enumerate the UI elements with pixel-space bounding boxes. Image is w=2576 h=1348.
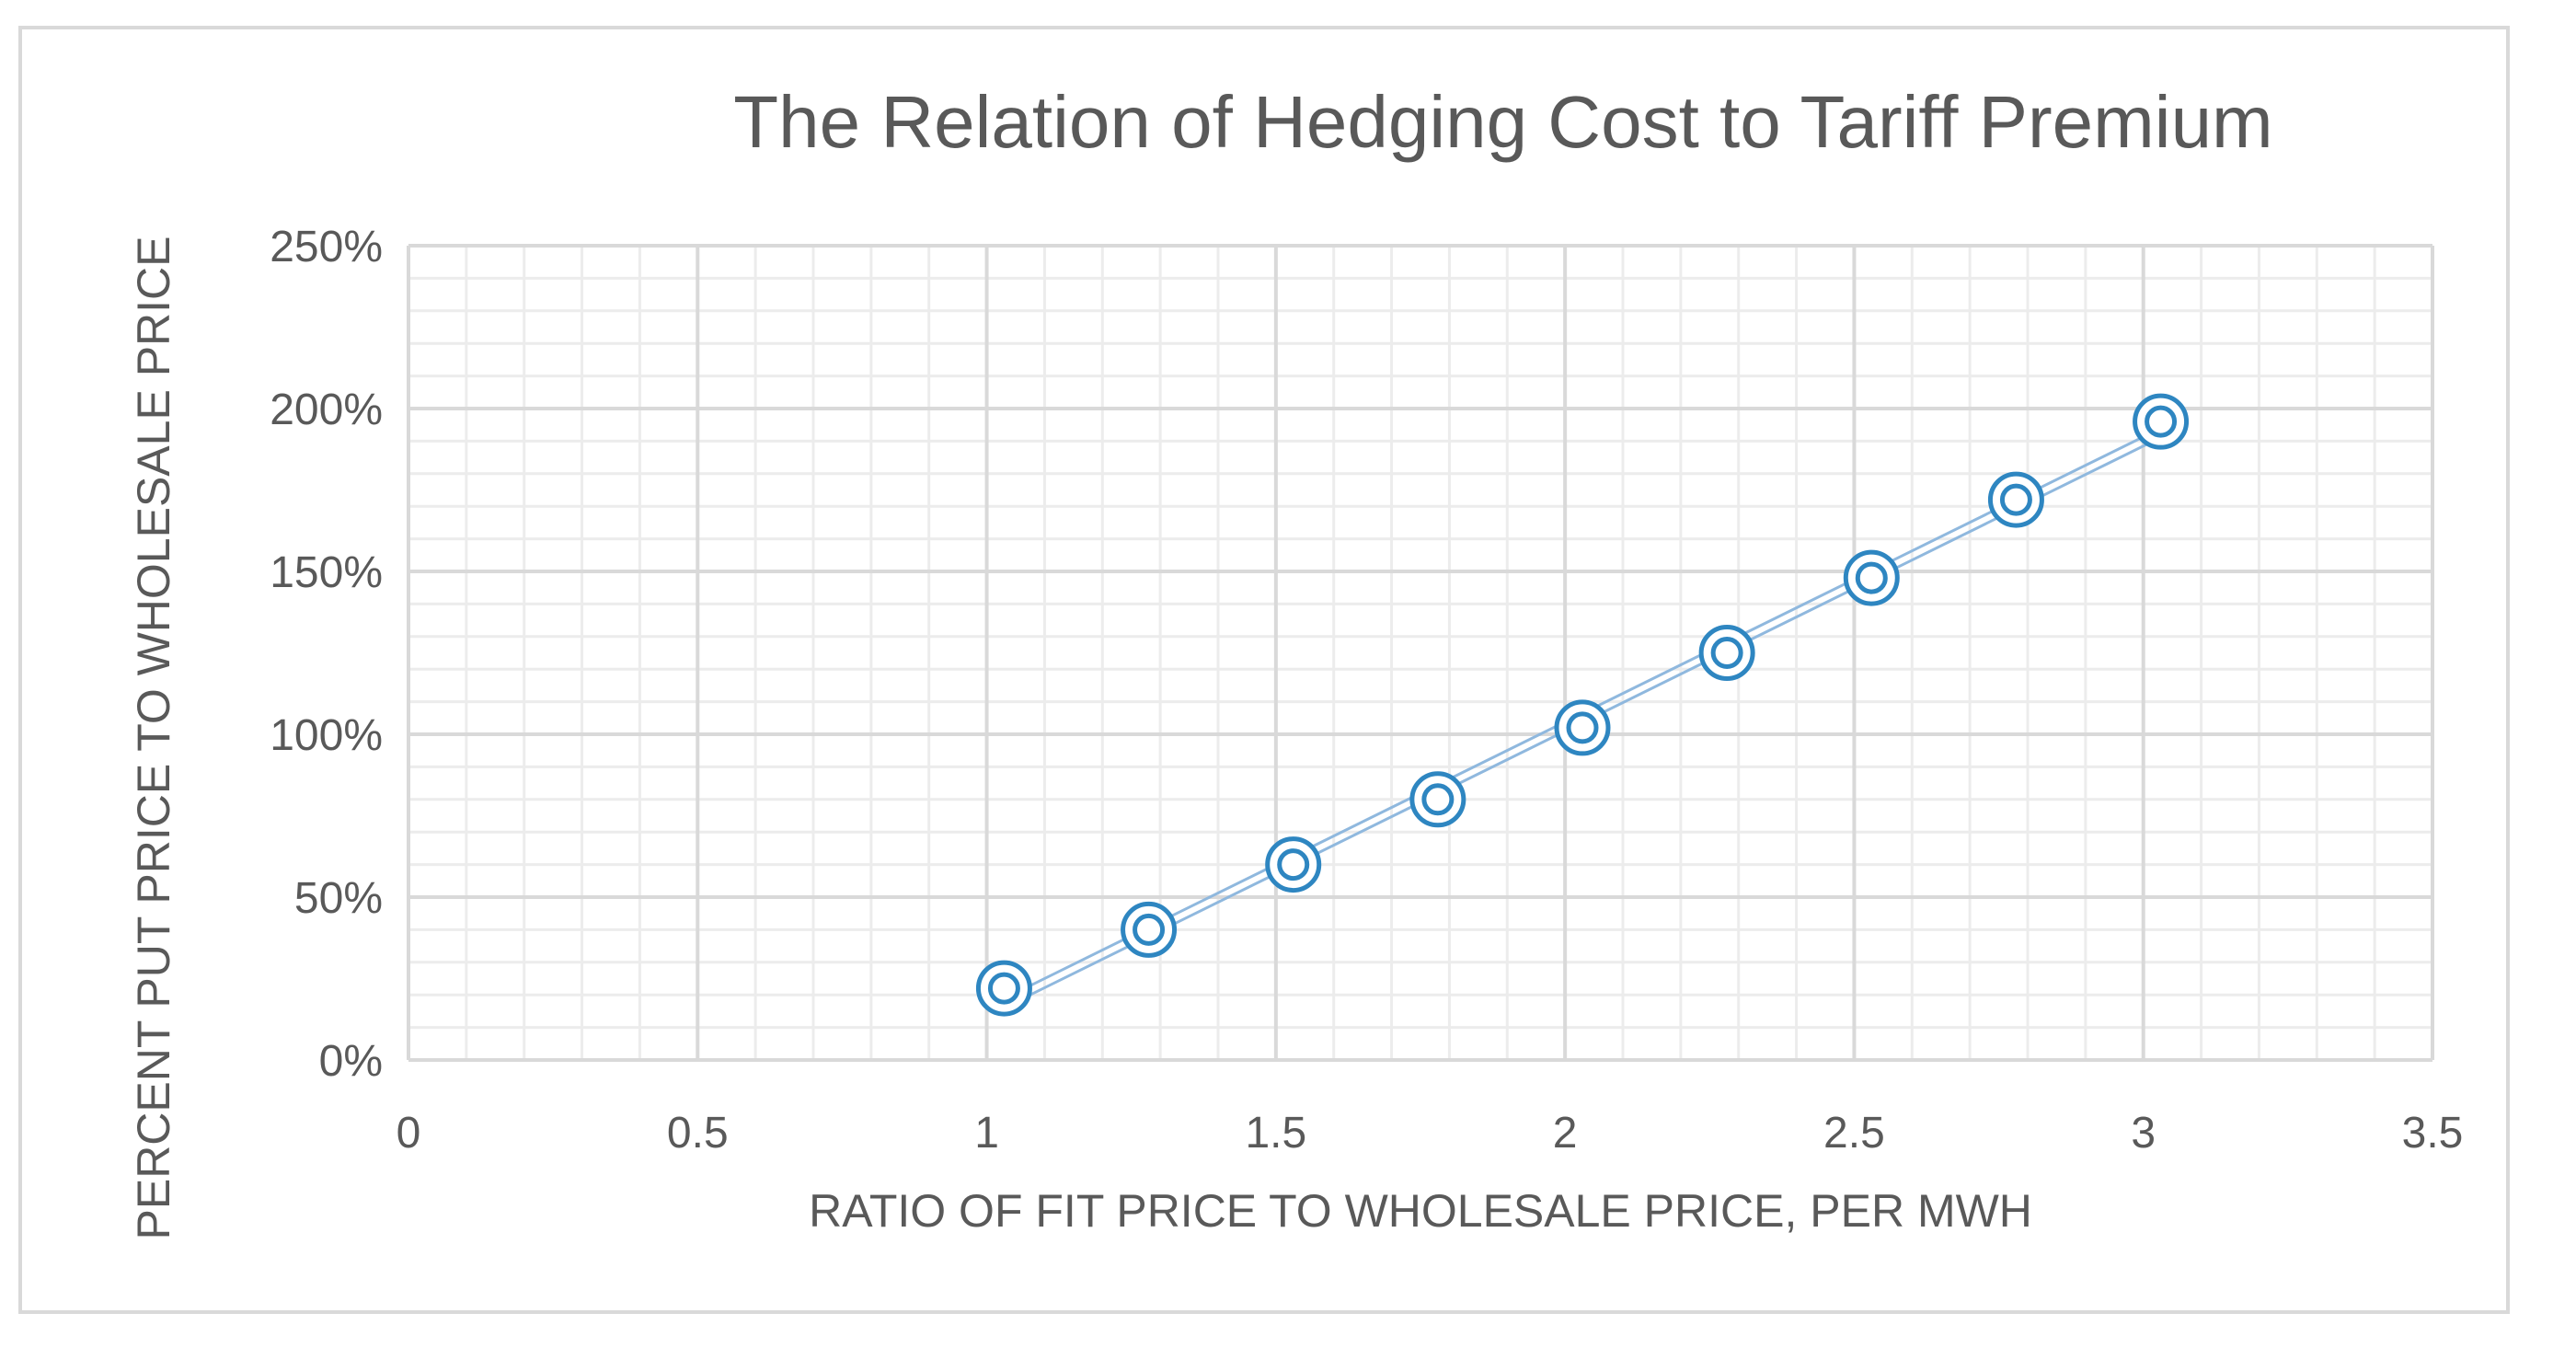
x-tick-labels: 0 0.5 1 1.5 2 2.5 3 3.5 (397, 1109, 2464, 1158)
y-tick-label: 250% (270, 223, 383, 271)
data-point (1265, 836, 1322, 893)
data-point-inner-ring (2145, 405, 2178, 438)
data-point (1409, 771, 1466, 828)
x-tick-label: 0 (397, 1109, 421, 1158)
data-point-inner-ring (1421, 783, 1455, 816)
data-point-inner-ring (1855, 561, 1888, 594)
data-point-inner-ring (1133, 913, 1166, 946)
data-point (2133, 393, 2190, 450)
data-point (1554, 699, 1611, 756)
y-tick-label: 100% (270, 711, 383, 760)
x-tick-label: 2.5 (1823, 1109, 1885, 1158)
x-tick-label: 3 (2131, 1109, 2156, 1158)
y-axis-title: PERCENT PUT PRICE TO WHOLESALE PRICE (128, 236, 179, 1239)
x-tick-label: 1.5 (1245, 1109, 1306, 1158)
chart-title: The Relation of Hedging Cost to Tariff P… (733, 81, 2272, 163)
chart-frame: The Relation of Hedging Cost to Tariff P… (18, 26, 2510, 1314)
grid (407, 244, 2434, 1062)
y-tick-labels: 0% 50% 100% 150% 200% 250% (270, 223, 383, 1086)
data-point (1698, 625, 1755, 681)
data-point-inner-ring (987, 972, 1020, 1005)
data-point (975, 960, 1032, 1017)
x-tick-label: 1 (974, 1109, 999, 1158)
x-axis-title: RATIO OF FIT PRICE TO WHOLESALE PRICE, P… (809, 1185, 2032, 1237)
data-points (975, 393, 2190, 1017)
y-tick-label: 0% (319, 1037, 383, 1086)
data-point (1987, 471, 2044, 528)
data-point-inner-ring (1710, 637, 1743, 669)
y-tick-label: 50% (294, 874, 383, 923)
x-tick-label: 0.5 (667, 1109, 729, 1158)
x-tick-label: 3.5 (2402, 1109, 2464, 1158)
data-point-inner-ring (1999, 483, 2032, 516)
x-tick-label: 2 (1553, 1109, 1578, 1158)
data-point (1121, 901, 1178, 958)
data-point (1843, 549, 1900, 606)
data-point-inner-ring (1277, 848, 1310, 881)
chart-svg: The Relation of Hedging Cost to Tariff P… (128, 81, 2464, 1240)
y-tick-label: 200% (270, 386, 383, 434)
data-point-inner-ring (1566, 711, 1599, 744)
y-tick-label: 150% (270, 548, 383, 597)
